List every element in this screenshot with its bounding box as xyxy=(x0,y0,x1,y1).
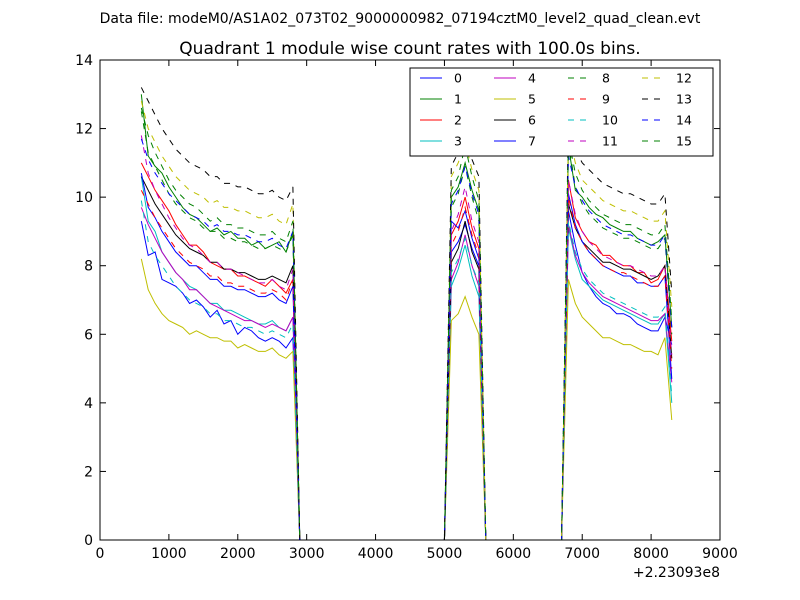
legend-frame xyxy=(409,67,714,157)
x-tick-label: 0 xyxy=(96,546,105,562)
y-tick-label: 8 xyxy=(84,259,93,275)
y-tick-label: 10 xyxy=(75,190,93,206)
x-tick-label: 7000 xyxy=(564,546,600,562)
legend-label-7: 7 xyxy=(528,134,536,149)
x-tick-label: 5000 xyxy=(427,546,463,562)
y-tick-label: 6 xyxy=(84,327,93,343)
series-line-12 xyxy=(140,101,673,541)
series-line-10 xyxy=(140,200,673,541)
x-tick-label: 3000 xyxy=(289,546,325,562)
y-tick-label: 12 xyxy=(75,122,93,138)
x-offset-label: +2.23093e8 xyxy=(633,565,720,581)
y-tick-label: 4 xyxy=(84,396,93,412)
x-tick-label: 1000 xyxy=(151,546,187,562)
y-tick-label: 2 xyxy=(84,464,93,480)
legend-label-4: 4 xyxy=(528,71,536,86)
series-line-11 xyxy=(140,135,673,541)
legend-label-15: 15 xyxy=(676,134,692,149)
legend-label-11: 11 xyxy=(602,134,618,149)
x-tick-label: 9000 xyxy=(702,546,738,562)
legend-label-3: 3 xyxy=(454,134,462,149)
legend-label-8: 8 xyxy=(602,71,610,86)
legend-label-0: 0 xyxy=(454,71,462,86)
legend-label-5: 5 xyxy=(528,92,536,107)
x-tick-label: 8000 xyxy=(633,546,669,562)
x-tick-label: 6000 xyxy=(496,546,532,562)
legend-label-10: 10 xyxy=(602,113,618,128)
legend-label-12: 12 xyxy=(676,71,692,86)
chart-title: Quadrant 1 module wise count rates with … xyxy=(179,39,640,59)
series-line-15 xyxy=(140,107,673,541)
x-tick-label: 4000 xyxy=(358,546,394,562)
legend-label-2: 2 xyxy=(454,113,462,128)
legend-label-1: 1 xyxy=(454,92,462,107)
y-tick-label: 0 xyxy=(84,533,93,549)
legend-label-6: 6 xyxy=(528,113,536,128)
plot-frame xyxy=(99,59,721,541)
legend-label-13: 13 xyxy=(676,92,692,107)
legend-label-9: 9 xyxy=(602,92,610,107)
tick-layer: 0 1000 2000 3000 4000 5000 6000 7000 8000 9000 0 2 4… xyxy=(75,53,738,562)
y-tick-label: 14 xyxy=(75,53,93,69)
series-line-9 xyxy=(140,190,673,541)
figure-suptitle: Data file: modeM0/AS1A02_073T02_90000009… xyxy=(100,11,701,27)
legend-label-14: 14 xyxy=(676,113,692,128)
x-tick-label: 2000 xyxy=(220,546,256,562)
